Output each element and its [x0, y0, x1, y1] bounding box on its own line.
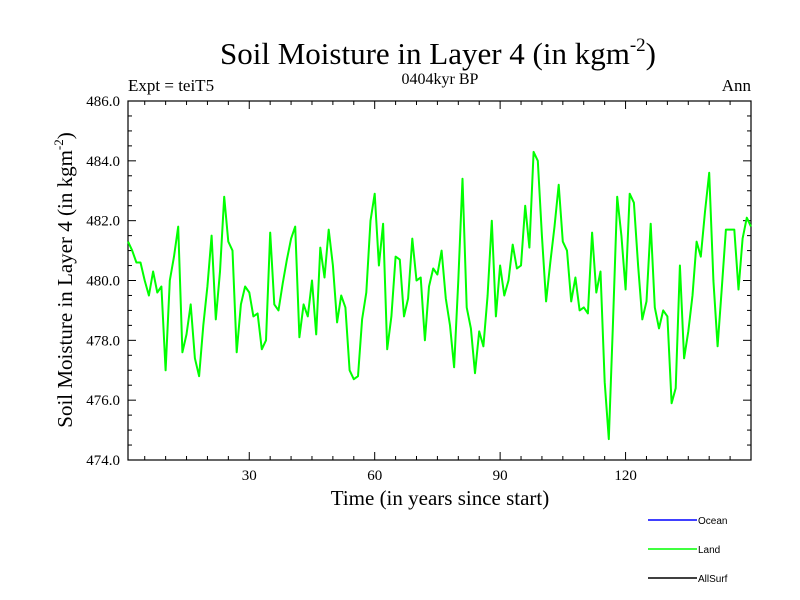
x-axis-title: Time (in years since start): [331, 486, 550, 510]
chart-title: Soil Moisture in Layer 4 (in kgm-2): [220, 35, 656, 71]
x-tick-label: 30: [242, 468, 257, 484]
y-tick-label: 482.0: [86, 214, 120, 230]
y-axis-title: Soil Moisture in Layer 4 (in kgm-2): [51, 132, 77, 427]
y-tick-label: 474.0: [86, 453, 120, 469]
y-tick-label: 486.0: [86, 94, 120, 110]
legend-label-land: Land: [698, 545, 720, 556]
legend-label-ocean: Ocean: [698, 516, 727, 527]
y-tick-label: 484.0: [86, 154, 120, 170]
land-series-line: [127, 150, 752, 441]
y-tick-label: 478.0: [86, 333, 120, 349]
y-tick-label: 476.0: [86, 393, 120, 409]
chart-subtitle: 0404kyr BP: [402, 71, 479, 88]
season-label: Ann: [722, 76, 752, 95]
x-axis-ticks: 30 60 90 120: [144, 101, 731, 484]
plot-frame: [127, 100, 752, 461]
x-tick-label: 60: [367, 468, 382, 484]
legend-label-allsurf: AllSurf: [698, 574, 728, 585]
x-tick-label: 120: [614, 468, 637, 484]
y-axis-ticks: 474.0 476.0 478.0 480.0 482.0 484.0 486.0: [86, 94, 751, 469]
x-tick-label: 90: [493, 468, 508, 484]
y-tick-label: 480.0: [86, 274, 120, 290]
experiment-label: Expt = teiT5: [128, 76, 214, 95]
legend: Ocean Land AllSurf: [648, 516, 728, 585]
